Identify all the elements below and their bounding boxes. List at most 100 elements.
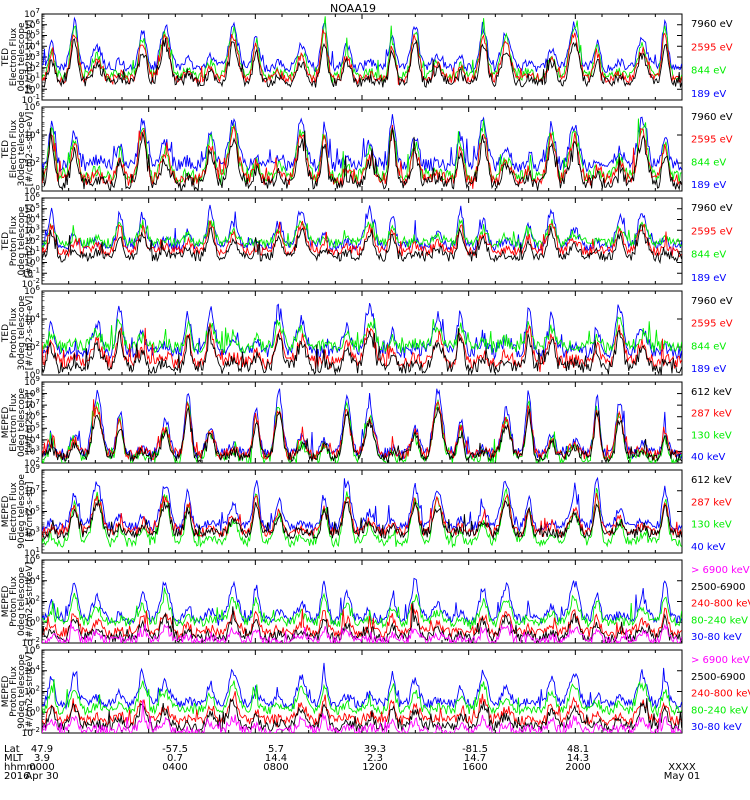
footer-value: -81.5 bbox=[462, 744, 488, 755]
y-axis-label: 0deg telescope bbox=[17, 567, 27, 637]
series-line bbox=[42, 621, 682, 643]
y-axis-label: MEPED bbox=[1, 407, 11, 439]
y-axis-label: Proton Flux bbox=[9, 666, 19, 717]
legend-entry: 130 keV bbox=[691, 520, 732, 531]
y-axis-label: Proton Flux bbox=[9, 576, 19, 627]
y-axis-label: [#/cm2-s-str-keV] bbox=[25, 562, 35, 641]
y-axis-label: TED bbox=[1, 324, 11, 343]
legend-entry: 2595 eV bbox=[691, 226, 733, 237]
legend-entry: 189 eV bbox=[691, 89, 726, 100]
y-axis-label: [#/cm2-s-str-keV] bbox=[25, 652, 35, 731]
footer-value: 0000 bbox=[29, 762, 54, 773]
series-group bbox=[42, 16, 682, 88]
legend-entry: 2500-6900 bbox=[691, 672, 746, 683]
series-line bbox=[42, 406, 682, 463]
series-group bbox=[42, 662, 682, 733]
footer-value: 1600 bbox=[462, 762, 487, 773]
footer-value: 39.3 bbox=[364, 744, 386, 755]
series-line bbox=[42, 577, 682, 626]
series-line bbox=[42, 316, 682, 355]
series-line bbox=[42, 127, 682, 191]
footer-value: 47.9 bbox=[31, 744, 53, 755]
series-line bbox=[42, 499, 682, 541]
y-axis-label: TED bbox=[1, 140, 11, 159]
series-group bbox=[42, 577, 682, 643]
footer-row-label: MLT bbox=[4, 753, 24, 764]
y-axis-label: TED bbox=[1, 48, 11, 67]
footer-value: 0.7 bbox=[167, 753, 183, 764]
y-axis-label: [#/cm2-s-str] bbox=[25, 392, 35, 452]
panel-ted-e-0deg: 10-1100101102103104105106107TEDElectron … bbox=[1, 7, 733, 106]
series-line bbox=[42, 326, 682, 375]
series-group bbox=[42, 114, 682, 191]
footer-value: -57.5 bbox=[162, 744, 188, 755]
series-line bbox=[42, 224, 682, 265]
footer-value: 3.9 bbox=[34, 753, 50, 764]
figure-title: NOAA19 bbox=[330, 2, 376, 15]
y-axis-label: 90deg telescope bbox=[17, 474, 27, 549]
series-line bbox=[42, 699, 682, 733]
legend-entry: 2595 eV bbox=[691, 319, 733, 330]
legend-entry: 80-240 keV bbox=[691, 705, 748, 716]
legend-entry: > 6900 keV bbox=[691, 655, 750, 666]
footer-value: 14.7 bbox=[464, 753, 486, 764]
y-axis-label: 0deg telescope bbox=[17, 22, 27, 92]
y-axis-label: 30deg telescope bbox=[17, 295, 27, 370]
footer-value: 0400 bbox=[162, 762, 187, 773]
legend-entry: 240-800 keV bbox=[691, 599, 750, 610]
series-line bbox=[42, 323, 682, 373]
legend-entry: 2500-6900 bbox=[691, 582, 746, 593]
legend-entry: 612 keV bbox=[691, 387, 732, 398]
y-axis-label: Electron Flux bbox=[9, 27, 19, 86]
footer-value: XXXX bbox=[668, 762, 696, 773]
series-group bbox=[42, 302, 682, 375]
legend-entry: 2595 eV bbox=[691, 42, 733, 53]
footer-value: 14.3 bbox=[567, 753, 589, 764]
legend-entry: > 6900 keV bbox=[691, 565, 750, 576]
y-axis-label: [#/cm2-s-str-eV] bbox=[25, 112, 35, 187]
legend-entry: 612 keV bbox=[691, 475, 732, 486]
y-axis-label: [#/cm2-s-str-eV] bbox=[25, 296, 35, 371]
series-line bbox=[42, 587, 682, 630]
footer-value: 14.4 bbox=[265, 753, 287, 764]
legend-entry: 130 keV bbox=[691, 430, 732, 441]
legend-entry: 40 keV bbox=[691, 542, 725, 553]
legend-entry: 189 eV bbox=[691, 180, 726, 191]
series-line bbox=[42, 662, 682, 710]
series-group bbox=[42, 388, 682, 463]
y-axis-label: TED bbox=[1, 232, 11, 251]
legend-entry: 240-800 keV bbox=[691, 689, 750, 700]
footer-value: 2000 bbox=[565, 762, 590, 773]
footer-value: 2.3 bbox=[367, 753, 383, 764]
y-axis-label: Proton Flux bbox=[9, 215, 19, 266]
legend-entry: 30-80 keV bbox=[691, 632, 742, 643]
panel-stack: 10-1100101102103104105106107TEDElectron … bbox=[1, 7, 750, 739]
y-axis-label: Electron Flux bbox=[9, 482, 19, 541]
y-axis-label: 30deg telescope bbox=[17, 111, 27, 186]
footer-row-label: hhmm bbox=[4, 762, 36, 773]
legend-entry: 844 eV bbox=[691, 157, 726, 168]
y-axis-label: Electron Flux bbox=[9, 119, 19, 178]
legend-entry: 844 eV bbox=[691, 341, 726, 352]
footer-row-label: 2016 bbox=[4, 771, 29, 782]
legend-entry: 7960 eV bbox=[691, 19, 733, 30]
legend-entry: 844 eV bbox=[691, 250, 726, 261]
footer-value: Apr 30 bbox=[25, 771, 58, 782]
y-axis-label: 0deg telescope bbox=[17, 388, 27, 458]
y-axis-label: MEPED bbox=[1, 586, 11, 618]
legend-entry: 30-80 keV bbox=[691, 722, 742, 733]
legend-entry: 189 eV bbox=[691, 364, 726, 375]
y-axis-label: [#/cm2-s-str] bbox=[25, 481, 35, 541]
series-line bbox=[42, 602, 682, 643]
series-line bbox=[42, 691, 682, 728]
legend-entry: 40 keV bbox=[691, 452, 725, 463]
